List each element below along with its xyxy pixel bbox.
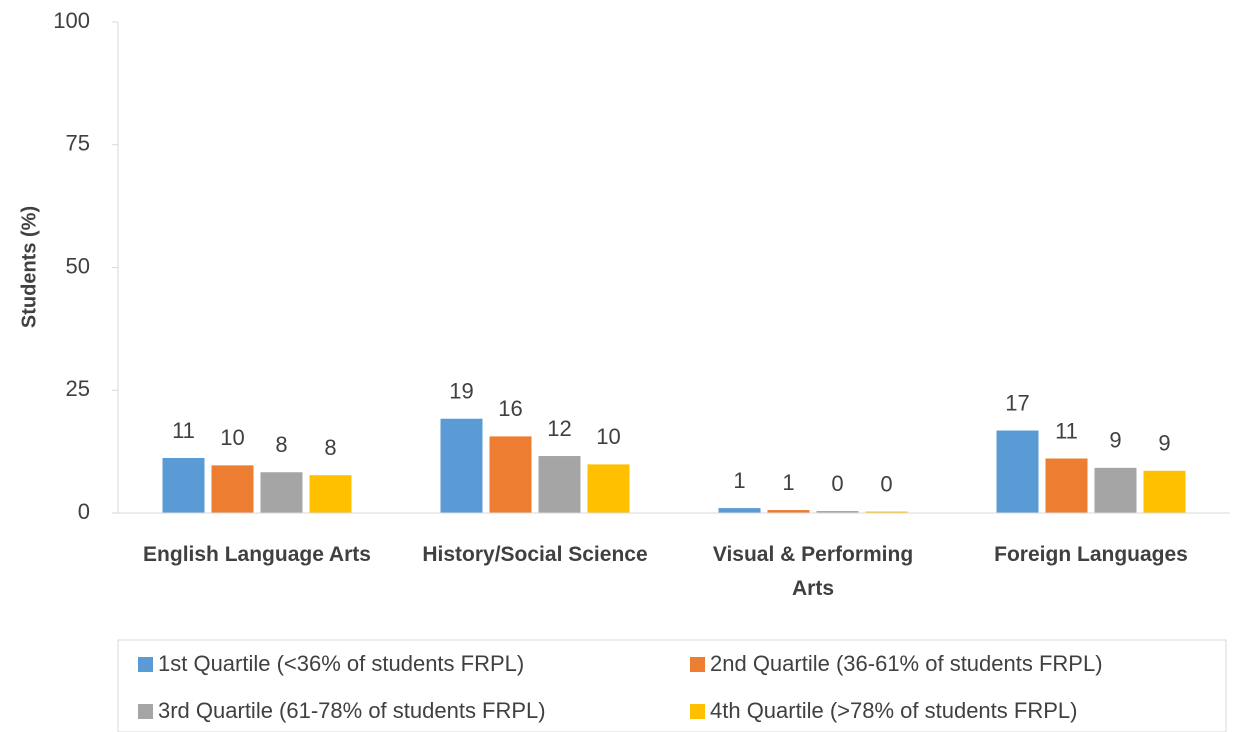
value-label: 11 bbox=[1055, 418, 1078, 443]
value-label: 1 bbox=[782, 470, 794, 495]
value-label: 0 bbox=[880, 471, 892, 496]
legend-label: 1st Quartile (<36% of students FRPL) bbox=[158, 651, 524, 676]
legend-label: 2nd Quartile (36-61% of students FRPL) bbox=[710, 651, 1103, 676]
bar bbox=[538, 456, 581, 513]
value-label: 0 bbox=[831, 471, 843, 496]
bar bbox=[260, 472, 303, 513]
legend-swatch bbox=[138, 704, 153, 719]
y-axis-label: Students (%) bbox=[18, 206, 40, 328]
y-tick-label: 75 bbox=[66, 131, 90, 156]
bar bbox=[865, 511, 908, 513]
y-tick-label: 0 bbox=[78, 499, 90, 524]
bar bbox=[996, 430, 1039, 513]
x-tick-label: Foreign Languages bbox=[994, 543, 1188, 566]
legend-swatch bbox=[138, 657, 153, 672]
x-tick-label: History/Social Science bbox=[422, 543, 647, 566]
bar bbox=[489, 436, 532, 513]
legend-box bbox=[117, 639, 1227, 732]
x-tick-label: Visual & Performing Arts bbox=[713, 543, 913, 600]
legend-label: 4th Quartile (>78% of students FRPL) bbox=[710, 698, 1077, 723]
value-label: 17 bbox=[1005, 390, 1029, 415]
bar bbox=[440, 418, 483, 513]
bar bbox=[816, 511, 859, 513]
value-label: 8 bbox=[275, 432, 287, 457]
legend-label: 3rd Quartile (61-78% of students FRPL) bbox=[158, 698, 546, 723]
bar bbox=[718, 508, 761, 513]
bar bbox=[211, 465, 254, 513]
bar bbox=[1094, 467, 1137, 513]
bar bbox=[587, 464, 630, 513]
y-tick-label: 100 bbox=[53, 8, 90, 33]
value-label: 19 bbox=[449, 379, 473, 404]
value-label: 10 bbox=[220, 425, 244, 450]
value-label: 9 bbox=[1158, 431, 1170, 456]
y-tick-label: 50 bbox=[66, 253, 90, 278]
value-label: 9 bbox=[1109, 428, 1121, 453]
bar bbox=[767, 510, 810, 513]
bar bbox=[1143, 470, 1186, 513]
bar bbox=[1045, 458, 1088, 513]
bar bbox=[309, 475, 352, 513]
value-label: 12 bbox=[547, 416, 571, 441]
value-label: 8 bbox=[324, 435, 336, 460]
bar bbox=[162, 458, 205, 513]
value-label: 16 bbox=[498, 396, 522, 421]
value-label: 10 bbox=[596, 424, 620, 449]
legend-swatch bbox=[690, 704, 705, 719]
value-label: 11 bbox=[172, 418, 195, 443]
value-label: 1 bbox=[733, 468, 745, 493]
y-tick-label: 25 bbox=[66, 376, 90, 401]
x-tick-label: English Language Arts bbox=[143, 543, 371, 566]
legend-swatch bbox=[690, 657, 705, 672]
